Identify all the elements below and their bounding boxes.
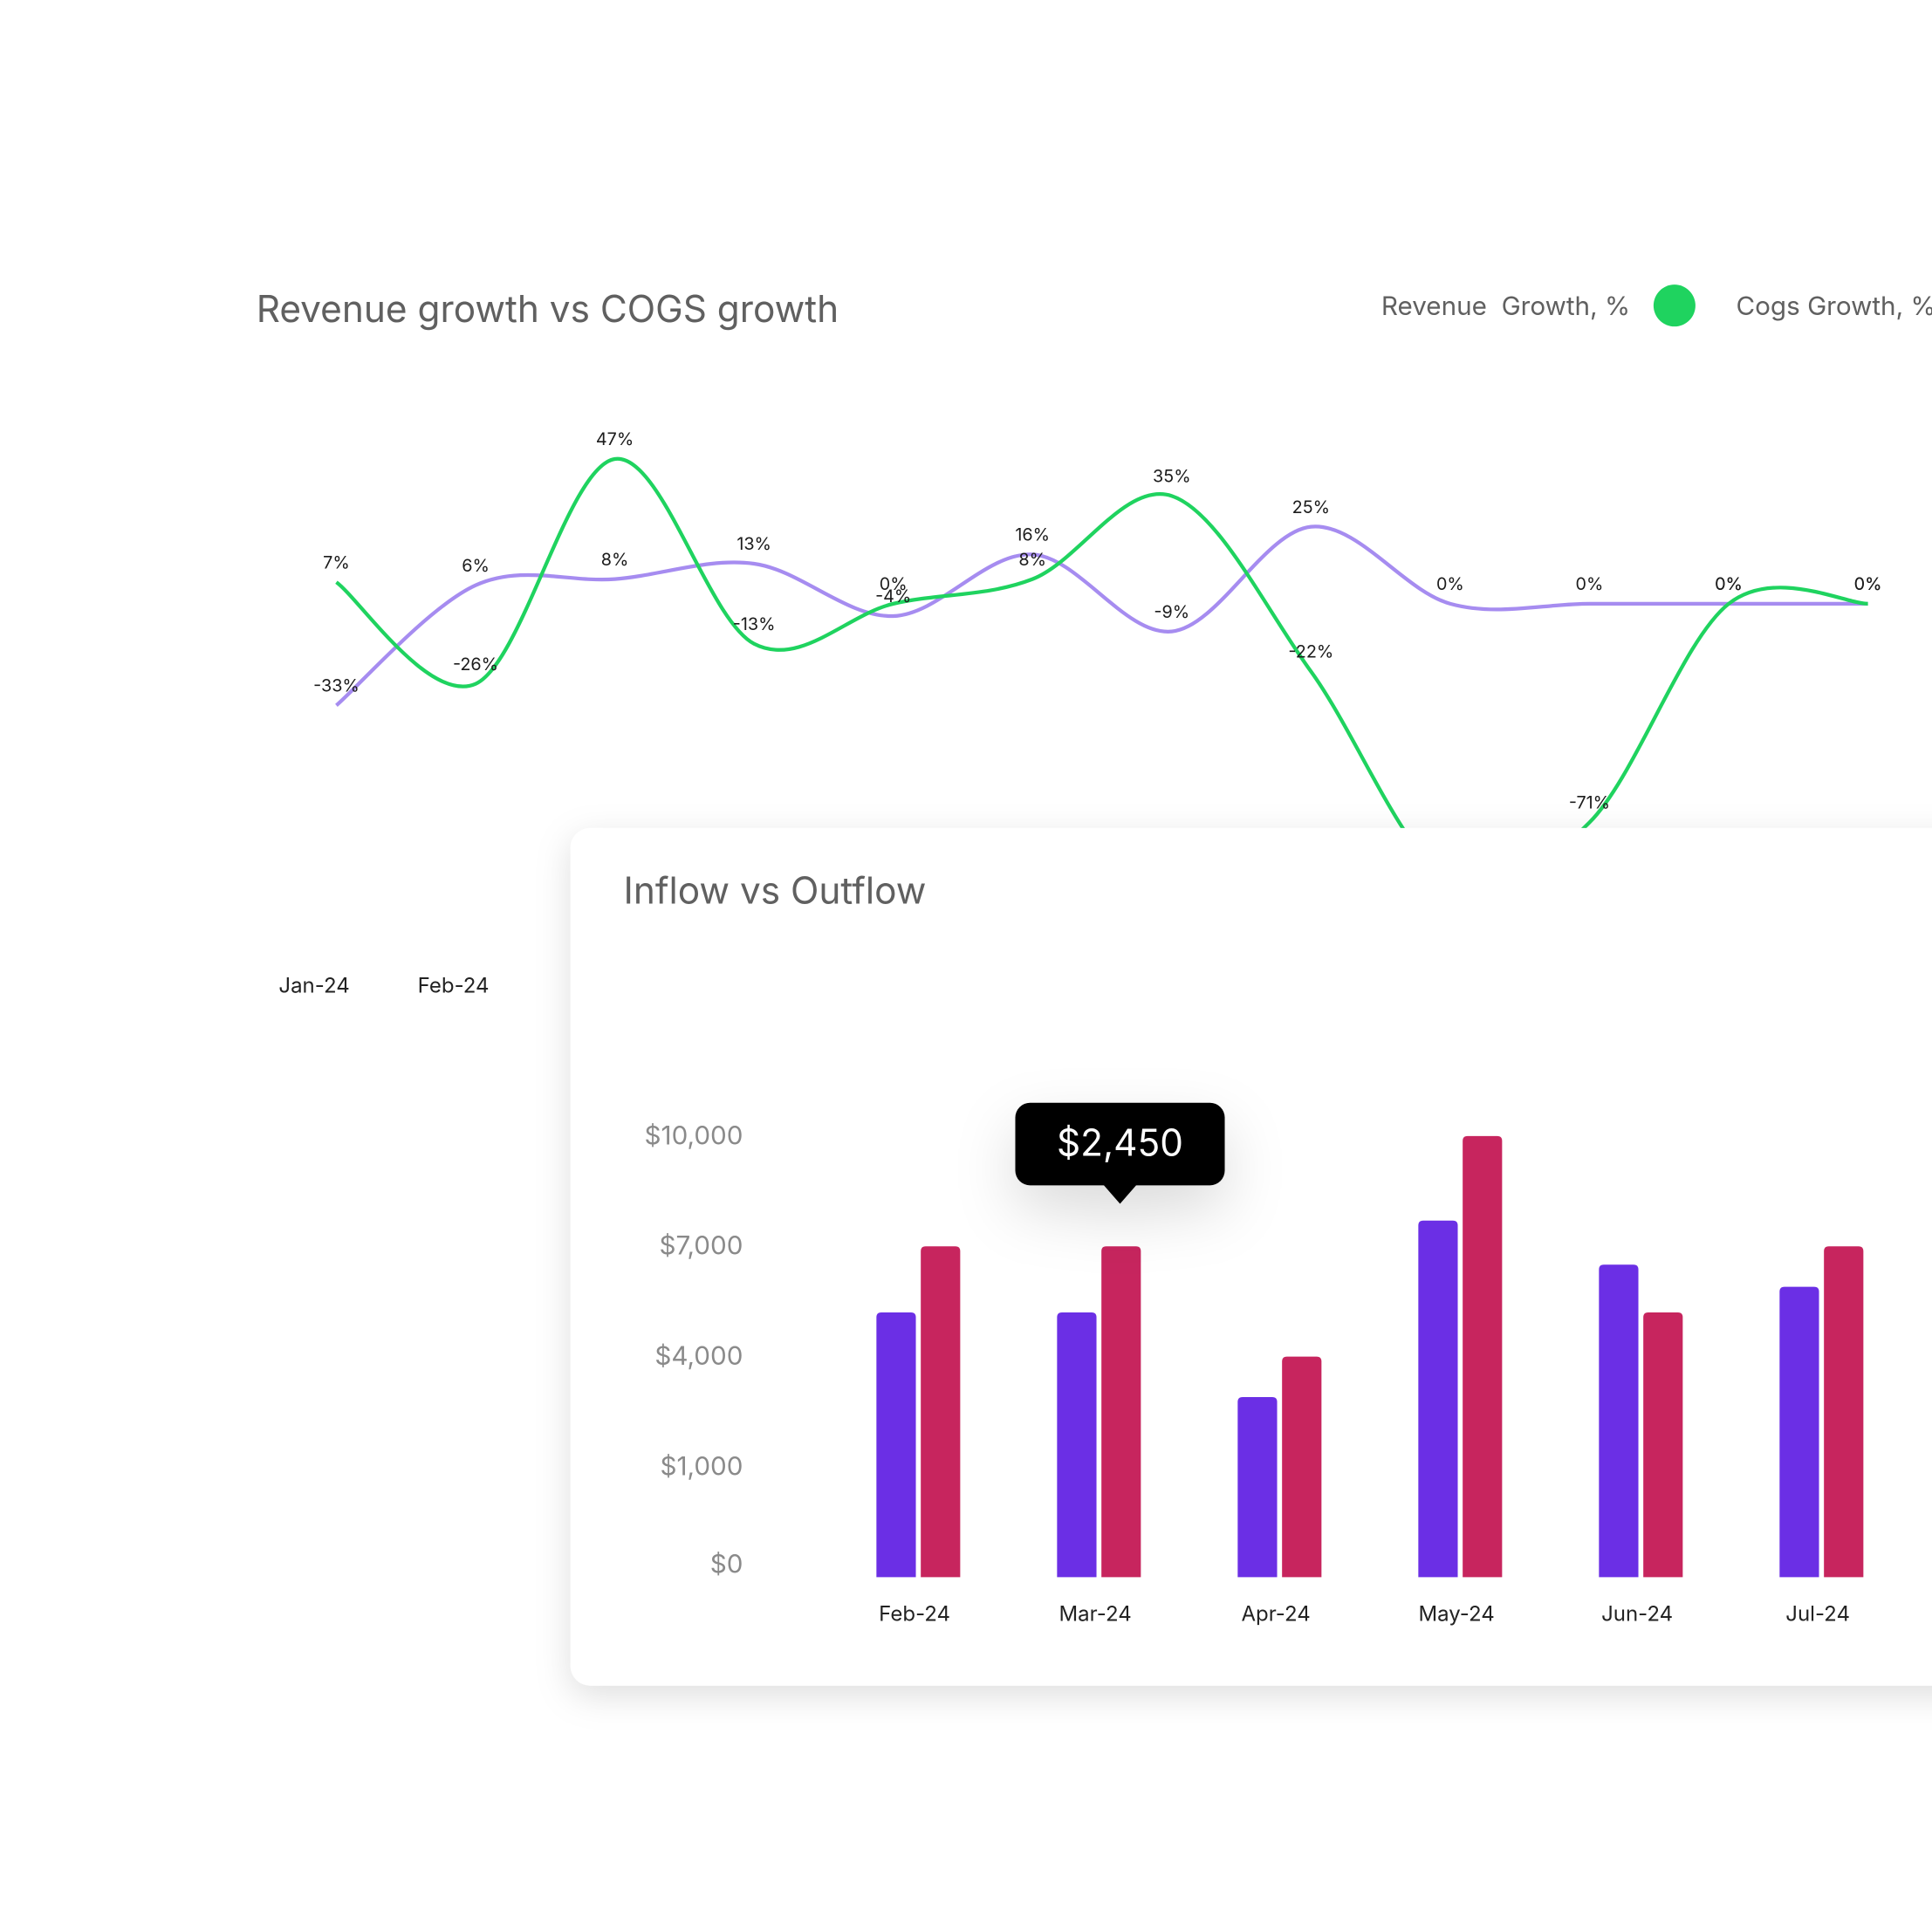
bar [1599,1264,1639,1578]
tooltip-text: $2,450 [1057,1121,1183,1166]
bar [1237,1396,1278,1578]
x-tick-label: Jul-24 [1785,1601,1850,1627]
line [335,456,1868,891]
x-tick-label: Jan-24 [278,973,349,998]
tooltip [1015,1102,1225,1204]
bar [1101,1246,1141,1578]
data-label: 6% [462,555,490,576]
bar [1824,1246,1864,1578]
bar [1779,1286,1819,1578]
data-label: 13% [736,533,771,554]
data-label: 0% [1436,573,1464,594]
data-label: -9% [1154,601,1189,622]
data-label: 8% [1018,549,1046,570]
data-label: -22% [1288,641,1333,662]
data-label: 16% [1015,524,1050,545]
bar [921,1246,961,1578]
bar [1057,1312,1097,1578]
legend-label: Revenue Growth, % [1381,291,1630,322]
y-tick-label: $0 [710,1549,743,1580]
data-label: 0% [1854,573,1882,594]
data-label: 0% [1715,573,1743,594]
y-tick-label: $7,000 [659,1230,743,1262]
line [335,524,1868,707]
data-label: 25% [1292,497,1330,517]
x-tick-label: Apr-24 [1241,1601,1310,1627]
data-label: 0% [1854,573,1882,594]
data-label: -71% [1569,792,1610,813]
tooltip-pointer [1102,1183,1138,1204]
y-tick-label: $1,000 [660,1450,743,1482]
chart-title: Revenue growth vs COGS growth [257,287,839,332]
bar [1282,1356,1322,1578]
data-label: 35% [1153,466,1191,487]
x-tick-label: Feb-24 [879,1601,950,1627]
data-label: -33% [313,675,360,696]
legend-label: Cogs Growth, % [1736,291,1932,322]
y-tick-label: $4,000 [654,1340,743,1372]
x-tick-label: Feb-24 [418,973,490,998]
bar [876,1312,916,1578]
x-tick-label: Jun-24 [1601,1601,1673,1627]
bar [1418,1220,1458,1578]
data-label: -4% [875,586,911,606]
data-label: 0% [1576,573,1604,594]
chart-title: Inflow vs Outflow [623,868,926,913]
y-tick-label: $10,000 [645,1120,743,1151]
bar [1463,1135,1503,1578]
data-label: -13% [733,613,776,634]
bar [1643,1312,1683,1578]
data-label: 8% [601,549,629,570]
data-label: -26% [453,654,498,675]
bar-card: Inflow vs Outflow $10,000 $7,000 $4,000 $1,… [570,827,1932,1686]
legend-swatch [1653,284,1696,327]
line-chart: Revenue growth vs COGS growth Revenue Gr… [257,284,1932,998]
data-label: 0% [1715,573,1743,594]
x-tick-label: May-24 [1418,1601,1494,1627]
data-label: 0% [880,573,908,594]
data-label: 7% [323,552,350,572]
data-label: 47% [596,428,634,449]
x-tick-label: Mar-24 [1058,1601,1131,1627]
tooltip-box [1015,1102,1225,1186]
